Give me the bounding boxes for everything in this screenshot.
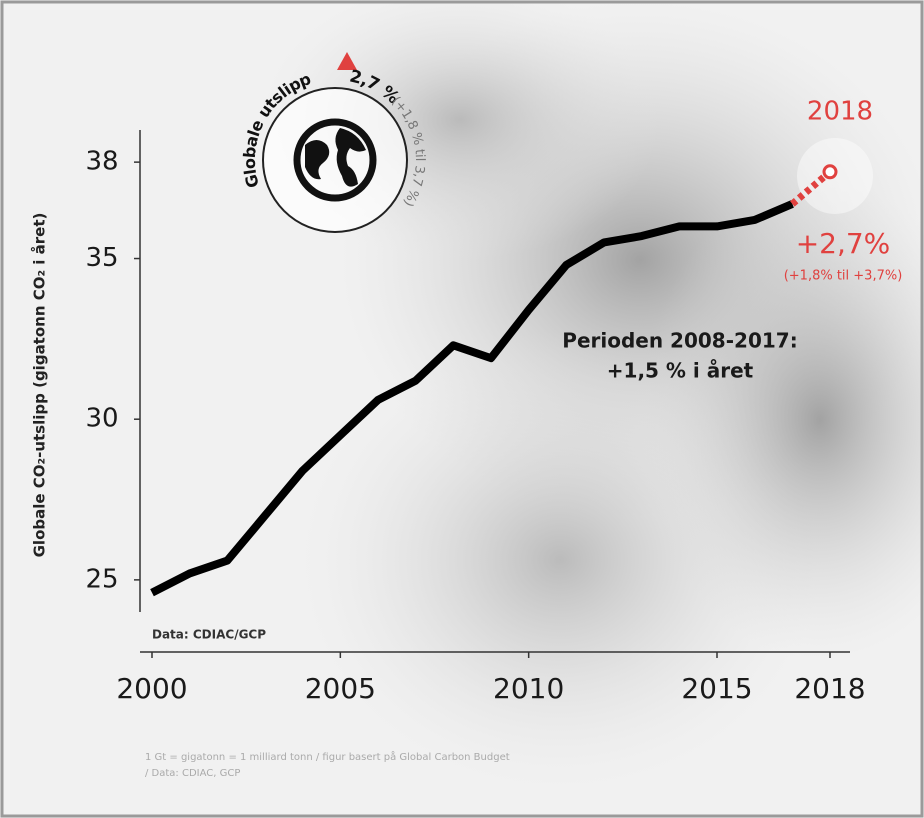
footnote: / Data: CDIAC, GCP: [145, 768, 240, 779]
x-tick-label: 2010: [493, 672, 564, 705]
projection-range: (+1,8% til +3,7%): [784, 269, 903, 284]
y-tick-label: 38: [85, 147, 118, 177]
projection-year: 2018: [807, 97, 873, 127]
period-note: +1,5 % i året: [607, 359, 754, 383]
period-note: Perioden 2008-2017:: [562, 329, 797, 353]
x-tick-label: 2015: [681, 672, 752, 705]
chart: Globale CO₂-utslipp (gigatonn CO₂ i året…: [0, 0, 924, 818]
x-tick-label: 2005: [305, 672, 376, 705]
x-tick-label: 2018: [794, 672, 865, 705]
projection-change: +2,7%: [796, 227, 891, 260]
y-tick-label: 25: [85, 564, 118, 594]
projection-point: [824, 166, 836, 178]
source: Data: CDIAC/GCP: [152, 628, 266, 642]
y-tick-label: 30: [85, 404, 118, 434]
footnote: 1 Gt = gigatonn = 1 milliard tonn / figu…: [145, 750, 510, 763]
x-tick-label: 2000: [116, 672, 187, 705]
y-tick-label: 35: [85, 243, 118, 273]
y-axis-label: Globale CO₂-utslipp (gigatonn CO₂ i året…: [31, 213, 49, 558]
